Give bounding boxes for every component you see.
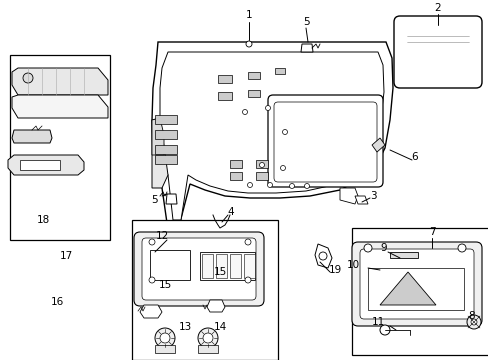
Polygon shape	[152, 42, 392, 230]
Circle shape	[280, 166, 285, 171]
Circle shape	[379, 325, 389, 335]
Bar	[155, 145, 177, 154]
Polygon shape	[152, 118, 163, 155]
Circle shape	[318, 252, 326, 260]
Circle shape	[219, 221, 226, 229]
Polygon shape	[12, 68, 108, 95]
Bar	[247, 90, 260, 97]
Bar	[229, 160, 242, 168]
Polygon shape	[8, 155, 84, 175]
Bar	[216, 254, 226, 278]
Circle shape	[160, 333, 170, 343]
Circle shape	[363, 244, 371, 252]
FancyBboxPatch shape	[393, 16, 481, 88]
Circle shape	[304, 184, 309, 189]
FancyBboxPatch shape	[351, 242, 481, 326]
Polygon shape	[371, 138, 384, 152]
Circle shape	[203, 333, 213, 343]
Circle shape	[457, 244, 465, 252]
Text: 5: 5	[302, 17, 309, 27]
Text: 15: 15	[213, 267, 226, 277]
Circle shape	[244, 277, 250, 283]
Bar	[229, 254, 241, 278]
Bar	[155, 130, 177, 139]
Circle shape	[198, 328, 218, 348]
Polygon shape	[165, 194, 177, 204]
Text: 3: 3	[369, 191, 376, 201]
Bar	[202, 254, 213, 278]
Text: 1: 1	[245, 10, 252, 20]
Text: 6: 6	[411, 152, 417, 162]
Text: 10: 10	[346, 260, 359, 270]
Polygon shape	[301, 44, 312, 52]
Bar	[247, 72, 260, 79]
Circle shape	[265, 105, 270, 111]
Bar	[155, 115, 177, 124]
Polygon shape	[152, 118, 168, 188]
Circle shape	[267, 183, 272, 188]
FancyBboxPatch shape	[134, 232, 264, 306]
Circle shape	[242, 109, 247, 114]
Circle shape	[282, 130, 287, 135]
Bar	[218, 75, 231, 83]
Text: 12: 12	[155, 231, 168, 241]
Text: 18: 18	[36, 215, 49, 225]
Polygon shape	[206, 300, 224, 312]
Bar	[274, 68, 285, 74]
Polygon shape	[12, 95, 108, 118]
FancyBboxPatch shape	[142, 238, 256, 300]
Circle shape	[155, 328, 175, 348]
Circle shape	[259, 162, 264, 167]
Circle shape	[23, 73, 33, 83]
Bar	[155, 345, 175, 353]
Circle shape	[466, 315, 480, 329]
Text: 2: 2	[434, 3, 440, 13]
Bar	[200, 252, 254, 280]
Circle shape	[244, 239, 250, 245]
Circle shape	[247, 183, 252, 188]
Circle shape	[470, 319, 476, 325]
Polygon shape	[140, 305, 162, 318]
Bar	[244, 254, 254, 278]
Bar	[155, 155, 177, 164]
Bar	[256, 160, 267, 168]
Text: 16: 16	[50, 297, 63, 307]
Bar	[150, 250, 190, 280]
Text: 14: 14	[213, 322, 226, 332]
Polygon shape	[339, 188, 357, 204]
Polygon shape	[354, 196, 367, 204]
Text: 19: 19	[328, 265, 341, 275]
Polygon shape	[314, 244, 331, 268]
Bar	[389, 252, 417, 258]
Bar	[132, 220, 278, 360]
Bar	[351, 228, 488, 355]
Bar	[367, 268, 463, 310]
Circle shape	[149, 239, 155, 245]
Bar	[229, 172, 242, 180]
Bar	[20, 160, 60, 170]
Polygon shape	[379, 272, 435, 305]
FancyBboxPatch shape	[359, 249, 473, 319]
FancyBboxPatch shape	[273, 102, 376, 182]
Text: 9: 9	[380, 243, 386, 253]
Bar	[10, 55, 110, 240]
Text: 7: 7	[428, 227, 434, 237]
Polygon shape	[160, 52, 383, 220]
Bar	[218, 92, 231, 100]
Text: 5: 5	[151, 195, 158, 205]
FancyBboxPatch shape	[267, 95, 382, 187]
Text: 13: 13	[178, 322, 191, 332]
Text: 17: 17	[59, 251, 73, 261]
Text: 8: 8	[468, 311, 474, 321]
Text: 11: 11	[371, 317, 384, 327]
Circle shape	[289, 184, 294, 189]
Text: 15: 15	[159, 280, 172, 290]
Polygon shape	[12, 130, 52, 143]
Text: 4: 4	[227, 207, 234, 217]
Circle shape	[245, 41, 251, 47]
Bar	[198, 345, 218, 353]
Circle shape	[149, 277, 155, 283]
Bar	[256, 172, 267, 180]
